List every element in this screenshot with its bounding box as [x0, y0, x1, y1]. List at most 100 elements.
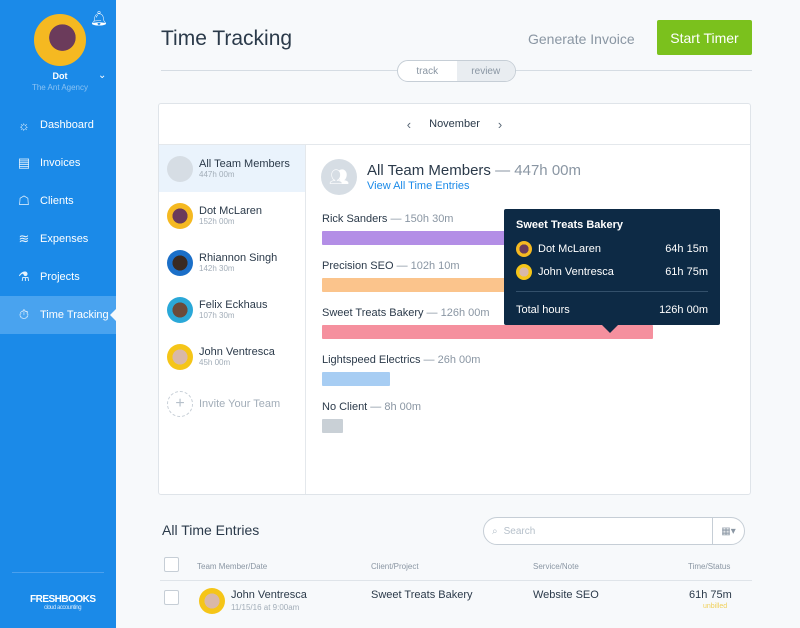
separator: — [423, 307, 441, 319]
member-hours: 447h 00m [199, 170, 235, 179]
bell-icon[interactable]: 🔔︎ [90, 10, 108, 26]
user-org: The Ant Agency [31, 83, 89, 92]
generate-invoice-button[interactable]: Generate Invoice [528, 31, 635, 47]
client-label: Precision SEO — 102h 10m [322, 260, 742, 272]
avatar [199, 588, 225, 614]
client-hours: 102h 10m [410, 260, 460, 272]
tooltip-name: John Ventresca [538, 265, 614, 278]
client-label: Sweet Treats Bakery — 126h 00m [322, 307, 742, 319]
member-hours: 45h 00m [199, 358, 231, 367]
total-value: 126h 00m [659, 303, 708, 316]
row-checkbox[interactable] [164, 590, 179, 605]
chevron-left-icon[interactable]: ‹ [406, 116, 412, 132]
tooltip-name: Dot McLaren [538, 242, 601, 255]
team-icon: 👥︎ [321, 159, 357, 195]
search-placeholder: Search [503, 525, 536, 537]
entry-service: Website SEO [533, 589, 599, 601]
freshbooks-logo[interactable]: FRESHBOOKS cloud accounting [30, 594, 96, 611]
team-icon [167, 155, 193, 182]
sidebar-item-label: Clients [40, 195, 74, 207]
separator: — [387, 213, 405, 225]
invite-label: Invite Your Team [199, 397, 281, 410]
logo-text: FRESHBOOKS [30, 594, 96, 605]
sidebar-nav: ☼ Dashboard ▤ Invoices ☖ Clients ≋ Expenses … [0, 106, 116, 334]
member-hours: 107h 30m [199, 311, 235, 320]
sidebar-item-label: Projects [40, 271, 80, 283]
sidebar-item-invoices[interactable]: ▤ Invoices [0, 144, 116, 182]
logo-subtext: cloud accounting [44, 605, 82, 611]
user-avatar[interactable] [34, 14, 86, 66]
member-hours: 142h 30m [199, 264, 235, 273]
tooltip-title: Sweet Treats Bakery [516, 219, 624, 231]
client-hours: 126h 00m [440, 307, 490, 319]
invite-team-button[interactable]: + Invite Your Team [159, 380, 305, 427]
member-hours: 152h 00m [199, 217, 235, 226]
member-name: All Team Members [199, 158, 290, 170]
separator: — [367, 401, 385, 413]
entry-member: John Ventresca [231, 589, 307, 601]
column-header[interactable]: Team Member/Date [197, 562, 268, 571]
separator: — [420, 354, 438, 366]
client-label: No Client — 8h 00m [322, 401, 742, 413]
entry-client: Sweet Treats Bakery [371, 589, 473, 601]
select-all-checkbox[interactable] [164, 557, 179, 572]
team-member[interactable]: Rhiannon Singh 142h 30m [159, 239, 305, 286]
summary-name: All Team Members [367, 162, 491, 179]
client-label: Rick Sanders — 150h 30m [322, 213, 742, 225]
plus-icon: + [167, 390, 193, 417]
client-hours: 26h 00m [437, 354, 481, 366]
sidebar-item-clients[interactable]: ☖ Clients [0, 182, 116, 220]
sidebar-item-label: Expenses [40, 233, 89, 245]
entry-time: 61h 75m [689, 589, 732, 601]
track-review-toggle: track review [397, 60, 516, 82]
search-input[interactable]: ⌕ Search ▦▾ [483, 517, 745, 545]
avatar [167, 249, 193, 276]
divider [160, 580, 752, 581]
sidebar-item-projects[interactable]: ⚗ Projects [0, 258, 116, 296]
client-row[interactable]: Sweet Treats Bakery — 126h 00m [322, 307, 742, 354]
column-header[interactable]: Service/Note [533, 562, 579, 571]
entries-title: All Time Entries [162, 522, 260, 538]
avatar [516, 240, 532, 257]
team-member-all[interactable]: All Team Members 447h 00m [159, 145, 305, 192]
start-timer-button[interactable]: Start Timer [657, 20, 752, 55]
sidebar-item-expenses[interactable]: ≋ Expenses [0, 220, 116, 258]
member-name: John Ventresca [199, 346, 275, 358]
search-icon: ⌕ [492, 525, 498, 537]
summary-title: All Team Members — 447h 00m [367, 162, 581, 179]
sun-icon: ☼ [18, 117, 30, 133]
team-member[interactable]: Felix Eckhaus 107h 30m [159, 286, 305, 333]
client-bar[interactable] [322, 419, 343, 433]
sidebar-item-time-tracking[interactable]: ⏱︎ Time Tracking [0, 296, 116, 334]
view-all-link[interactable]: View All Time Entries [367, 180, 470, 192]
client-row[interactable]: No Client — 8h 00m [322, 401, 742, 448]
expenses-icon: ≋ [18, 231, 30, 246]
user-name: Dot [52, 71, 68, 81]
member-name: Rhiannon Singh [199, 252, 278, 264]
chevron-right-icon[interactable]: › [497, 116, 503, 132]
client-label: Lightspeed Electrics — 26h 00m [322, 354, 742, 366]
divider [12, 572, 104, 573]
flask-icon: ⚗ [18, 269, 30, 284]
sidebar: 🔔︎ Dot The Ant Agency ⌄ ☼ Dashboard ▤ Invo… [0, 0, 116, 628]
stopwatch-icon: ⏱︎ [18, 307, 30, 322]
client-row[interactable]: Lightspeed Electrics — 26h 00m [322, 354, 742, 401]
calendar-dropdown-icon[interactable]: ▦▾ [712, 518, 744, 544]
team-member[interactable]: John Ventresca 45h 00m [159, 333, 305, 380]
client-name: Lightspeed Electrics [322, 354, 421, 366]
client-bar[interactable] [322, 325, 653, 339]
member-name: Felix Eckhaus [199, 299, 268, 311]
column-header[interactable]: Client/Project [371, 562, 419, 571]
chevron-down-icon[interactable]: ⌄ [98, 70, 107, 81]
sidebar-item-label: Dashboard [40, 119, 94, 131]
client-bar[interactable] [322, 372, 391, 386]
avatar [167, 343, 193, 370]
client-name: Precision SEO [322, 260, 394, 272]
sidebar-item-dashboard[interactable]: ☼ Dashboard [0, 106, 116, 144]
tab-track[interactable]: track [416, 65, 439, 77]
team-member[interactable]: Dot McLaren 152h 00m [159, 192, 305, 239]
total-label: Total hours [516, 303, 570, 316]
tooltip-row: John Ventresca 61h 75m [516, 260, 708, 283]
tab-review[interactable]: review [456, 61, 515, 81]
column-header[interactable]: Time/Status [688, 562, 731, 571]
